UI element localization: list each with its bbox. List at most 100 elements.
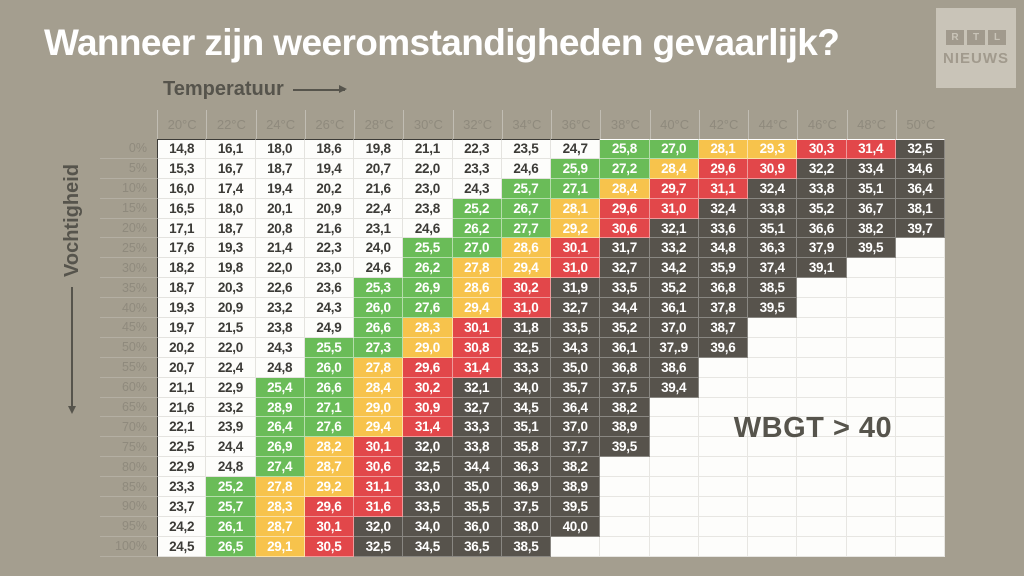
arrow-right-icon	[292, 85, 347, 93]
wbgt-cell: 40,0	[551, 516, 601, 537]
wbgt-cell: 30,3	[797, 139, 847, 159]
wbgt-cell: 25,2	[206, 477, 256, 498]
humidity-label: 75%	[100, 437, 157, 458]
wbgt-cell: 19,8	[354, 139, 404, 159]
wbgt-cell: 22,1	[157, 417, 207, 438]
wbgt-cell: 26,4	[255, 417, 305, 438]
wbgt-cell: 32,7	[600, 258, 650, 279]
wbgt-cell	[748, 397, 798, 418]
temperature-header: 34°C	[501, 110, 551, 139]
wbgt-cell: 29,1	[255, 536, 305, 557]
wbgt-cell: 22,0	[206, 337, 256, 358]
wbgt-cell: 27,6	[403, 298, 453, 319]
wbgt-cell: 32,4	[698, 198, 748, 219]
rtl-nieuws-logo: R T L NIEUWS	[936, 8, 1016, 88]
humidity-label: 50%	[100, 338, 157, 358]
wbgt-cell	[649, 437, 699, 458]
wbgt-cell: 21,6	[157, 397, 207, 418]
wbgt-cell: 34,4	[600, 298, 650, 319]
wbgt-cell	[846, 337, 896, 358]
wbgt-cell: 24,8	[206, 457, 256, 478]
wbgt-cell: 20,1	[255, 198, 305, 219]
wbgt-cell: 19,4	[304, 158, 354, 179]
wbgt-cell: 24,6	[403, 218, 453, 239]
wbgt-cell: 21,1	[157, 377, 207, 398]
wbgt-cell: 23,5	[501, 139, 551, 159]
wbgt-cell: 33,5	[551, 318, 601, 338]
wbgt-cell: 36,0	[452, 516, 502, 537]
wbgt-cell: 18,0	[206, 198, 256, 219]
wbgt-cell	[797, 536, 847, 557]
wbgt-cell: 24,0	[354, 238, 404, 259]
wbgt-cell: 22,3	[452, 139, 502, 159]
wbgt-cell: 36,7	[846, 198, 896, 219]
wbgt-cell: 28,3	[403, 318, 453, 338]
wbgt-cell: 35,1	[748, 218, 798, 239]
humidity-label: 55%	[100, 358, 157, 378]
wbgt-cell: 33,2	[649, 238, 699, 259]
wbgt-cell	[797, 357, 847, 378]
wbgt-cell: 37,0	[649, 318, 699, 338]
wbgt-cell: 19,4	[255, 178, 305, 199]
wbgt-cell: 38,7	[698, 318, 748, 338]
wbgt-cell: 18,7	[255, 158, 305, 179]
table-row: 20% 17,1 18,7 20,8 21,6 23,1 24,6 26,2 27,7 29,2 3…	[100, 218, 945, 239]
wbgt-cell: 33,8	[452, 437, 502, 458]
wbgt-cell: 31,7	[600, 238, 650, 259]
wbgt-cell	[649, 457, 699, 478]
table-row: 85% 23,3 25,2 27,8 29,2 31,1 33,0 35,0 36,9 38,9	[100, 477, 945, 498]
wbgt-cell: 34,8	[698, 238, 748, 259]
wbgt-cell	[846, 377, 896, 398]
wbgt-cell: 24,2	[157, 516, 207, 537]
y-axis-label-text: Vochtigheid	[60, 164, 83, 277]
wbgt-cell: 22,9	[157, 457, 207, 478]
wbgt-cell: 32,5	[403, 457, 453, 478]
wbgt-cell	[895, 258, 945, 279]
wbgt-cell: 23,7	[157, 497, 207, 517]
wbgt-cell: 29,6	[403, 357, 453, 378]
wbgt-cell: 27,7	[501, 218, 551, 239]
wbgt-cell: 31,9	[551, 278, 601, 299]
wbgt-cell	[895, 278, 945, 299]
wbgt-cell: 38,2	[600, 397, 650, 418]
wbgt-cell: 28,6	[452, 278, 502, 299]
wbgt-cell	[846, 536, 896, 557]
wbgt-cell: 27,0	[649, 139, 699, 159]
rtl-letter-t: T	[967, 29, 985, 45]
wbgt-cell: 21,4	[255, 238, 305, 259]
wbgt-cell: 31,1	[354, 477, 404, 498]
wbgt-cell: 21,6	[354, 178, 404, 199]
temperature-header: 42°C	[698, 110, 748, 139]
wbgt-cell: 24,3	[452, 178, 502, 199]
wbgt-cell: 38,2	[846, 218, 896, 239]
wbgt-cell: 25,5	[403, 238, 453, 259]
wbgt-cell	[846, 477, 896, 498]
wbgt-cell: 19,3	[157, 298, 207, 319]
wbgt-cell: 24,6	[354, 258, 404, 279]
wbgt-cell	[895, 377, 945, 398]
table-row: 40% 19,3 20,9 23,2 24,3 26,0 27,6 29,4 31,0 32,7 3…	[100, 298, 945, 319]
wbgt-cell: 16,5	[157, 198, 207, 219]
wbgt-cell: 18,7	[157, 278, 207, 299]
temperature-header: 22°C	[206, 110, 255, 139]
wbgt-cell: 26,7	[501, 198, 551, 219]
x-axis-label: Temperatuur	[163, 78, 347, 101]
wbgt-cell	[895, 437, 945, 458]
wbgt-cell: 30,9	[748, 158, 798, 179]
wbgt-cell	[846, 318, 896, 338]
temperature-header: 40°C	[649, 110, 699, 139]
wbgt-cell	[748, 477, 798, 498]
wbgt-cell: 25,3	[354, 278, 404, 299]
wbgt-cell: 22,4	[206, 357, 256, 378]
temperature-header: 30°C	[403, 110, 452, 139]
arrow-down-icon	[71, 286, 73, 412]
wbgt-cell: 25,7	[501, 178, 551, 199]
wbgt-cell: 20,9	[304, 198, 354, 219]
wbgt-cell: 38,6	[649, 357, 699, 378]
wbgt-cell: 27,0	[452, 238, 502, 259]
wbgt-cell: 39,6	[698, 337, 748, 358]
table-row: 30% 18,2 19,8 22,0 23,0 24,6 26,2 27,8 29,4 31,0 3…	[100, 258, 945, 279]
wbgt-cell: 20,7	[354, 158, 404, 179]
wbgt-cell	[649, 497, 699, 517]
